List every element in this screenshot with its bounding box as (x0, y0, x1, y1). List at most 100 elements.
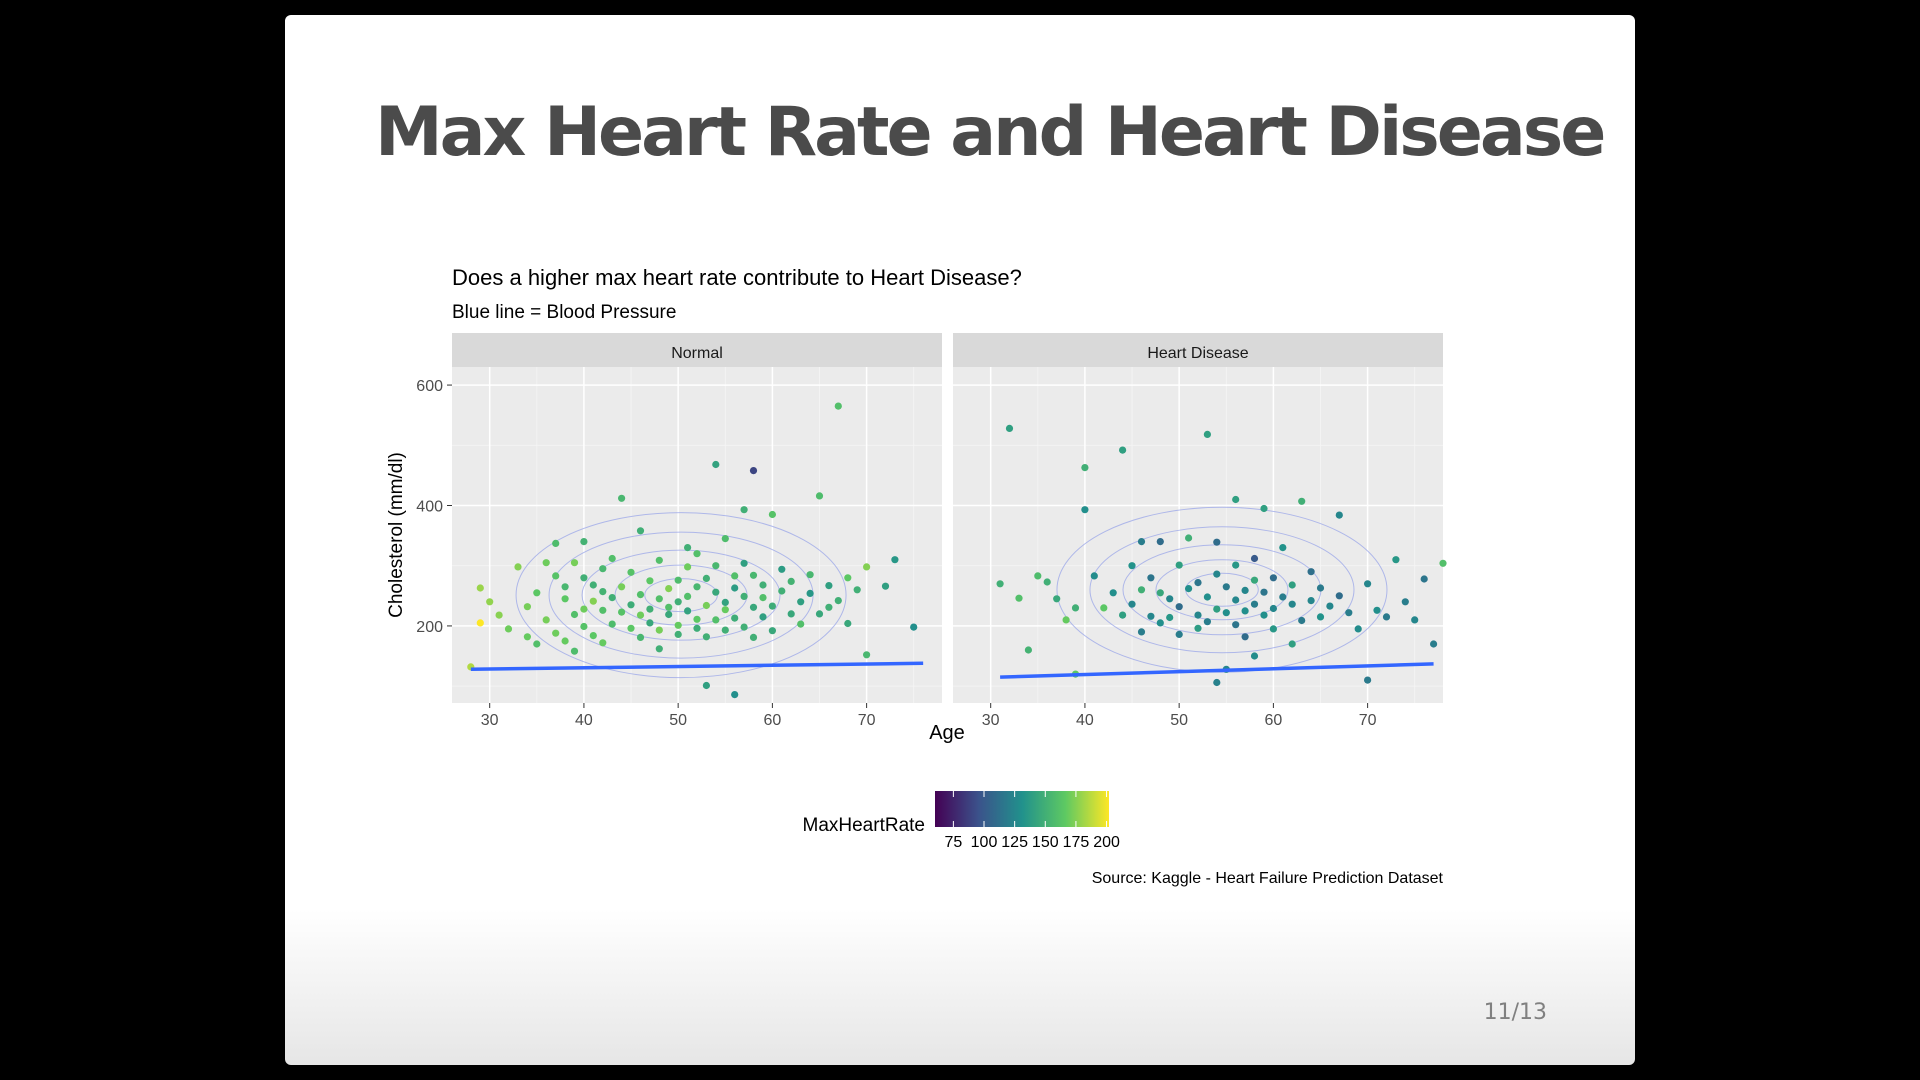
data-point (542, 559, 550, 567)
data-point (1250, 652, 1259, 660)
data-point (1364, 580, 1372, 588)
data-point (693, 550, 701, 558)
data-point (1175, 630, 1183, 639)
y-tick-label: 600 (416, 378, 443, 395)
data-point (721, 626, 729, 634)
panel-bg-normal (452, 367, 942, 703)
data-point (1053, 595, 1061, 603)
data-point (608, 620, 616, 628)
data-point (1156, 589, 1164, 597)
data-point (655, 595, 663, 603)
x-axis-label: Age (929, 722, 965, 744)
data-point (749, 467, 758, 475)
data-point (721, 535, 729, 543)
data-point (759, 613, 767, 621)
data-point (1279, 544, 1287, 552)
data-point (1203, 593, 1211, 601)
data-point (523, 603, 531, 611)
data-point (1213, 605, 1221, 613)
data-point (618, 494, 626, 502)
data-point (533, 640, 541, 648)
data-point (740, 559, 748, 567)
data-point (1081, 506, 1089, 514)
data-point (740, 623, 748, 631)
data-point (580, 605, 588, 613)
data-point (712, 588, 720, 596)
y-axis-label: Cholesterol (mm/dl) (386, 452, 407, 618)
data-point (1222, 609, 1230, 617)
data-point (806, 589, 814, 598)
data-point (684, 607, 692, 615)
data-point (759, 581, 767, 589)
data-point (1232, 561, 1240, 569)
data-point (740, 506, 748, 514)
data-point (853, 586, 861, 594)
data-point (1241, 586, 1249, 595)
data-point (1100, 604, 1108, 612)
density-contour (1089, 526, 1355, 654)
data-point (1250, 600, 1259, 608)
data-point (731, 614, 739, 622)
data-point (599, 588, 607, 596)
data-point (1232, 596, 1240, 604)
data-point (580, 538, 588, 546)
data-point (523, 633, 531, 641)
data-point (1345, 609, 1353, 617)
data-point (778, 565, 786, 573)
data-point (674, 598, 682, 606)
slide-title: Max Heart Rate and Heart Disease (375, 93, 1606, 172)
data-point (580, 622, 588, 631)
data-point (731, 691, 739, 699)
data-point (1213, 678, 1221, 687)
data-point (721, 606, 729, 614)
data-point (996, 580, 1004, 588)
x-tick-label: 50 (1170, 712, 1188, 729)
data-point (1420, 575, 1428, 583)
data-point (1128, 562, 1136, 570)
data-point (552, 572, 560, 580)
data-point (1269, 574, 1277, 582)
data-point (1137, 538, 1146, 546)
data-point (1279, 593, 1287, 601)
data-point (712, 460, 720, 469)
legend-title: MaxHeartRate (803, 815, 926, 836)
data-point (646, 619, 654, 627)
data-point (1166, 613, 1174, 622)
points-normal (467, 402, 918, 699)
slide: Max Heart Rate and Heart Disease Does a … (285, 15, 1635, 1065)
data-point (815, 610, 824, 618)
data-point (1166, 595, 1174, 603)
x-tick-label: 70 (1359, 712, 1377, 729)
data-point (1250, 576, 1259, 584)
data-point (599, 639, 607, 647)
data-point (580, 574, 588, 582)
data-point (1298, 497, 1306, 505)
legend: MaxHeartRate 75 100 125 150 175 200 (803, 791, 1120, 851)
x-tick-label: 30 (982, 712, 1000, 729)
x-tick-label: 30 (481, 712, 499, 729)
data-point (665, 603, 673, 611)
data-point (636, 527, 645, 535)
data-point (1203, 618, 1211, 626)
data-point (749, 571, 758, 579)
data-point (1024, 646, 1032, 654)
data-point (1439, 559, 1447, 567)
data-point (749, 633, 758, 642)
points-heart-disease (996, 424, 1447, 687)
data-point (1430, 640, 1438, 648)
density-contour (581, 549, 781, 641)
density-contour (1056, 506, 1388, 673)
data-point (589, 597, 597, 605)
data-point (674, 630, 682, 639)
data-point (561, 595, 569, 603)
strip-normal (452, 333, 942, 367)
data-point (693, 583, 701, 591)
data-point (1005, 424, 1014, 432)
x-tick-label: 50 (669, 712, 687, 729)
chart: Does a higher max heart rate contribute … (386, 265, 1447, 887)
legend-tick-label: 150 (1032, 834, 1059, 851)
data-point (1298, 616, 1306, 625)
bp-line-heart-disease (1000, 662, 1434, 679)
data-point (627, 601, 635, 609)
density-contour (515, 512, 847, 679)
